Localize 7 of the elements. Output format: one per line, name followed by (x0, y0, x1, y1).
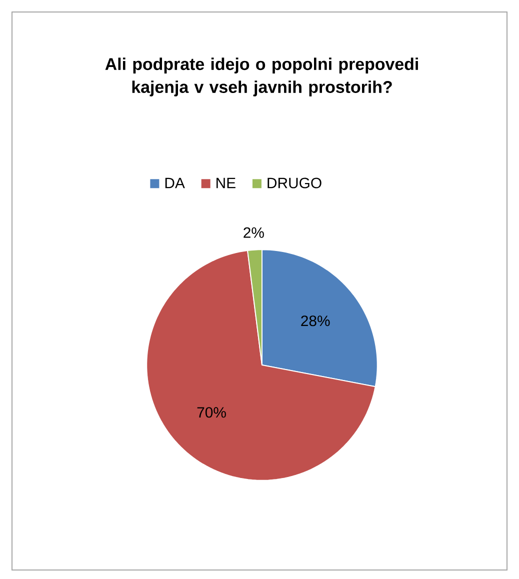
data-label: 2% (244, 227, 264, 238)
legend-label: DRUGO (268, 178, 322, 188)
data-label: 70% (197, 407, 226, 418)
legend-label: DA (165, 178, 185, 188)
data-label: 28% (301, 316, 330, 326)
chart-title: Ali podprate idejo o popolni prepovedi kajenja v vseh javnih prostorih? (105, 58, 418, 96)
legend-label: NE (216, 178, 236, 188)
